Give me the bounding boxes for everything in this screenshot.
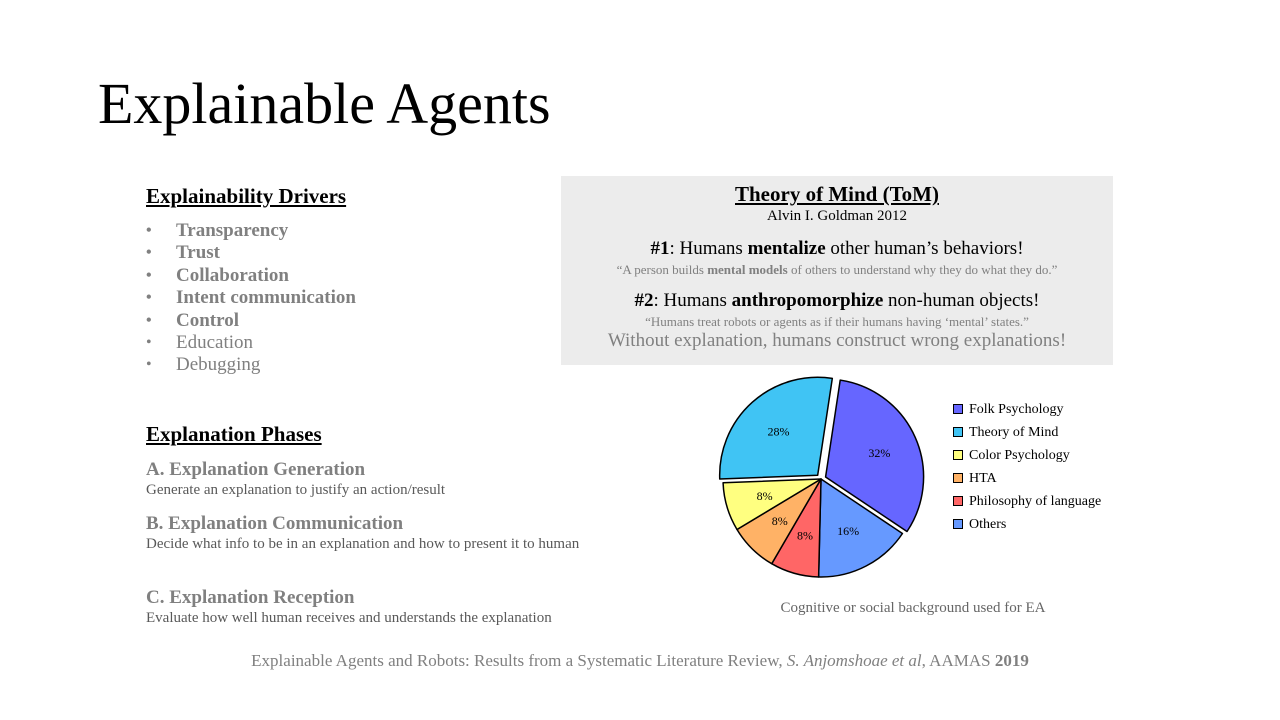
legend-label: Color Psychology xyxy=(969,448,1070,463)
driver-item: Debugging xyxy=(146,354,356,377)
tom-quote-2: “Humans treat robots or agents as if the… xyxy=(645,314,1029,329)
tom-title: Theory of Mind (ToM) xyxy=(735,182,939,206)
legend-swatch xyxy=(953,473,963,483)
phases-heading: Explanation Phases xyxy=(146,422,322,446)
phase-title: C. Explanation Reception xyxy=(146,587,355,608)
pie-data-label: 16% xyxy=(837,524,859,538)
driver-item: Transparency xyxy=(146,220,356,243)
tom-point-1: #1: Humans mentalize other human’s behav… xyxy=(650,238,1024,259)
pie-slice-color-psychology xyxy=(722,478,822,531)
pie-data-label: 28% xyxy=(767,424,789,438)
legend-swatch xyxy=(953,496,963,506)
pie-data-label: 32% xyxy=(868,446,890,460)
phase-generation: A. Explanation Generation Generate an ex… xyxy=(146,459,626,500)
legend-entry: Theory of Mind xyxy=(953,421,1101,444)
legend-entry: Color Psychology xyxy=(953,444,1101,467)
phase-reception: C. Explanation Reception Evaluate how we… xyxy=(146,587,626,628)
legend-entry: Folk Psychology xyxy=(953,398,1101,421)
legend-label: Philosophy of language xyxy=(969,494,1102,509)
background-pie-chart: 32% 16% 8% 8% 8% 28% xyxy=(718,376,925,578)
drivers-heading: Explainability Drivers xyxy=(146,184,347,208)
legend-swatch xyxy=(953,427,963,437)
legend-swatch xyxy=(953,450,963,460)
driver-item: Control xyxy=(146,310,356,333)
driver-item: Trust xyxy=(146,242,356,265)
legend-label: HTA xyxy=(969,471,997,486)
phase-description: Evaluate how well human receives and und… xyxy=(146,610,552,626)
tom-author: Alvin I. Goldman 2012 xyxy=(767,208,907,224)
pie-data-label: 8% xyxy=(757,489,773,503)
driver-item: Education xyxy=(146,332,356,355)
legend-label: Others xyxy=(969,517,1007,532)
pie-slice-others xyxy=(817,478,904,578)
phase-description: Decide what info to be in an explanation… xyxy=(146,536,580,552)
drivers-list: Transparency Trust Collaboration Intent … xyxy=(146,220,356,377)
legend-swatch xyxy=(953,404,963,414)
phase-description: Generate an explanation to justify an ac… xyxy=(146,482,446,498)
pie-data-label: 8% xyxy=(797,529,813,543)
tom-conclusion: Without explanation, humans construct wr… xyxy=(607,330,1067,351)
phase-title: B. Explanation Communication xyxy=(146,513,404,534)
phase-title: A. Explanation Generation xyxy=(146,459,366,480)
chart-legend: Folk Psychology Theory of Mind Color Psych… xyxy=(953,398,1101,536)
theory-of-mind-box: Theory of Mind (ToM) Alvin I. Goldman 20… xyxy=(561,176,1113,365)
driver-item: Intent communication xyxy=(146,287,356,310)
tom-quote-1: “A person builds mental models of others… xyxy=(616,262,1058,277)
legend-entry: HTA xyxy=(953,467,1101,490)
slide-title: Explainable Agents xyxy=(98,71,551,136)
citation: Explainable Agents and Robots: Results f… xyxy=(251,651,1029,670)
pie-data-label: 8% xyxy=(772,514,788,528)
legend-entry: Others xyxy=(953,513,1101,536)
legend-label: Theory of Mind xyxy=(969,425,1059,440)
tom-point-2: #2: Humans anthropomorphize non-human ob… xyxy=(634,290,1040,311)
legend-swatch xyxy=(953,519,963,529)
phase-communication: B. Explanation Communication Decide what… xyxy=(146,513,626,554)
chart-caption: Cognitive or social background used for … xyxy=(780,600,1046,616)
driver-item: Collaboration xyxy=(146,265,356,288)
legend-entry: Philosophy of language xyxy=(953,490,1101,513)
pie-slice-folk-psychology xyxy=(824,379,925,533)
pie-slice-theory-of-mind xyxy=(718,376,834,480)
legend-label: Folk Psychology xyxy=(969,402,1064,417)
